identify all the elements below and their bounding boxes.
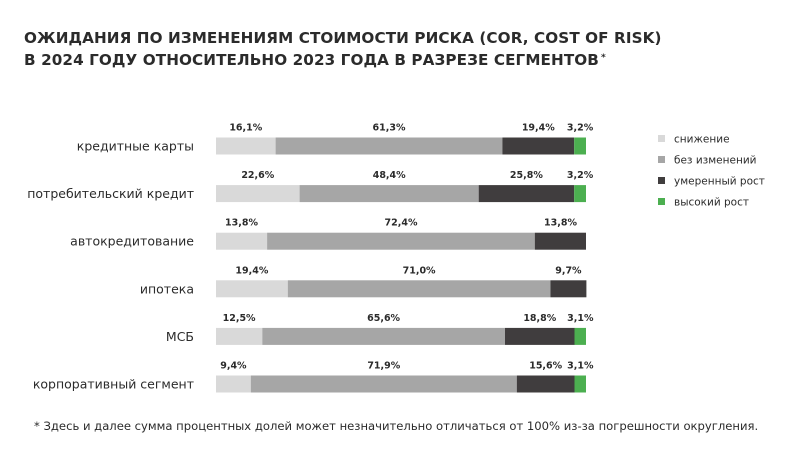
bar-segment-без-изменений <box>267 232 535 250</box>
legend-label: умеренный рост <box>674 176 765 188</box>
bar-segment-снижение <box>216 375 251 393</box>
bar-segment-снижение <box>216 232 268 250</box>
data-label: 19,4% <box>522 123 555 134</box>
chart-title-line-1: ОЖИДАНИЯ ПО ИЗМЕНЕНИЯМ СТОИМОСТИ РИСКА (… <box>24 29 662 47</box>
data-label: 12,5% <box>223 313 256 324</box>
bars-layer: кредитные карты 16,1% 61,3% 19,4% 3,2% потреб… <box>27 123 594 393</box>
bar-segment-умеренный-рост <box>516 375 575 393</box>
bar-segment-без-изменений <box>275 137 503 155</box>
data-label: 9,7% <box>555 265 582 276</box>
category-label: потребительский кредит <box>27 186 194 201</box>
category-label: кредитные карты <box>77 139 194 154</box>
data-label: 48,4% <box>373 170 406 181</box>
category-label: автокредитование <box>70 234 194 249</box>
bar-segment-без-изменений <box>299 185 479 203</box>
legend-label: снижение <box>674 134 730 146</box>
legend-swatch-снижение <box>658 135 665 142</box>
data-label: 13,8% <box>544 218 577 229</box>
data-label: 3,1% <box>567 313 594 324</box>
data-label: 61,3% <box>373 123 406 134</box>
bar-segment-высокий-рост <box>574 137 586 155</box>
bar-segment-умеренный-рост <box>534 232 586 250</box>
data-label: 13,8% <box>225 218 258 229</box>
category-label: корпоративный сегмент <box>33 377 194 392</box>
data-label: 3,2% <box>567 170 594 181</box>
legend: снижение без изменений умеренный рост высок… <box>658 134 765 209</box>
data-label: 19,4% <box>235 265 268 276</box>
legend-label: без изменений <box>674 155 756 167</box>
data-label: 15,6% <box>529 361 562 372</box>
data-label: 16,1% <box>229 123 262 134</box>
bar-segment-высокий-рост <box>574 375 586 393</box>
chart-title-line-2-text: В 2024 ГОДУ ОТНОСИТЕЛЬНО 2023 ГОДА В РАЗ… <box>24 51 599 69</box>
legend-swatch-умеренный-рост <box>658 177 665 184</box>
legend-label: высокий рост <box>674 197 749 209</box>
bar-segment-высокий-рост <box>574 185 586 203</box>
category-label: ипотека <box>140 281 194 296</box>
data-label: 9,4% <box>220 361 247 372</box>
chart-title-line-2: В 2024 ГОДУ ОТНОСИТЕЛЬНО 2023 ГОДА В РАЗ… <box>24 49 784 71</box>
data-label: 72,4% <box>385 218 418 229</box>
data-label: 3,1% <box>567 361 594 372</box>
bar-segment-умеренный-рост <box>550 280 587 298</box>
bar-segment-снижение <box>216 327 263 345</box>
data-label: 25,8% <box>510 170 543 181</box>
legend-swatch-без-изменений <box>658 156 665 163</box>
data-label: 22,6% <box>241 170 274 181</box>
data-label: 71,9% <box>367 361 400 372</box>
bar-segment-без-изменений <box>250 375 517 393</box>
category-label: МСБ <box>166 329 194 344</box>
bar-segment-высокий-рост <box>574 327 586 345</box>
legend-swatch-высокий-рост <box>658 198 665 205</box>
bar-segment-умеренный-рост <box>502 137 575 155</box>
data-label: 3,2% <box>567 123 594 134</box>
footnote-marker: * <box>600 53 606 63</box>
chart-title: ОЖИДАНИЯ ПО ИЗМЕНЕНИЯМ СТОИМОСТИ РИСКА (… <box>24 27 784 71</box>
bar-segment-снижение <box>216 137 276 155</box>
bar-segment-умеренный-рост <box>505 327 575 345</box>
data-label: 71,0% <box>403 265 436 276</box>
data-label: 65,6% <box>367 313 400 324</box>
bar-segment-умеренный-рост <box>478 185 575 203</box>
bar-segment-снижение <box>216 280 288 298</box>
data-label: 18,8% <box>523 313 556 324</box>
bar-segment-без-изменений <box>287 280 551 298</box>
bar-segment-без-изменений <box>262 327 505 345</box>
bar-segment-снижение <box>216 185 300 203</box>
footnote: * Здесь и далее сумма процентных долей м… <box>34 419 759 433</box>
